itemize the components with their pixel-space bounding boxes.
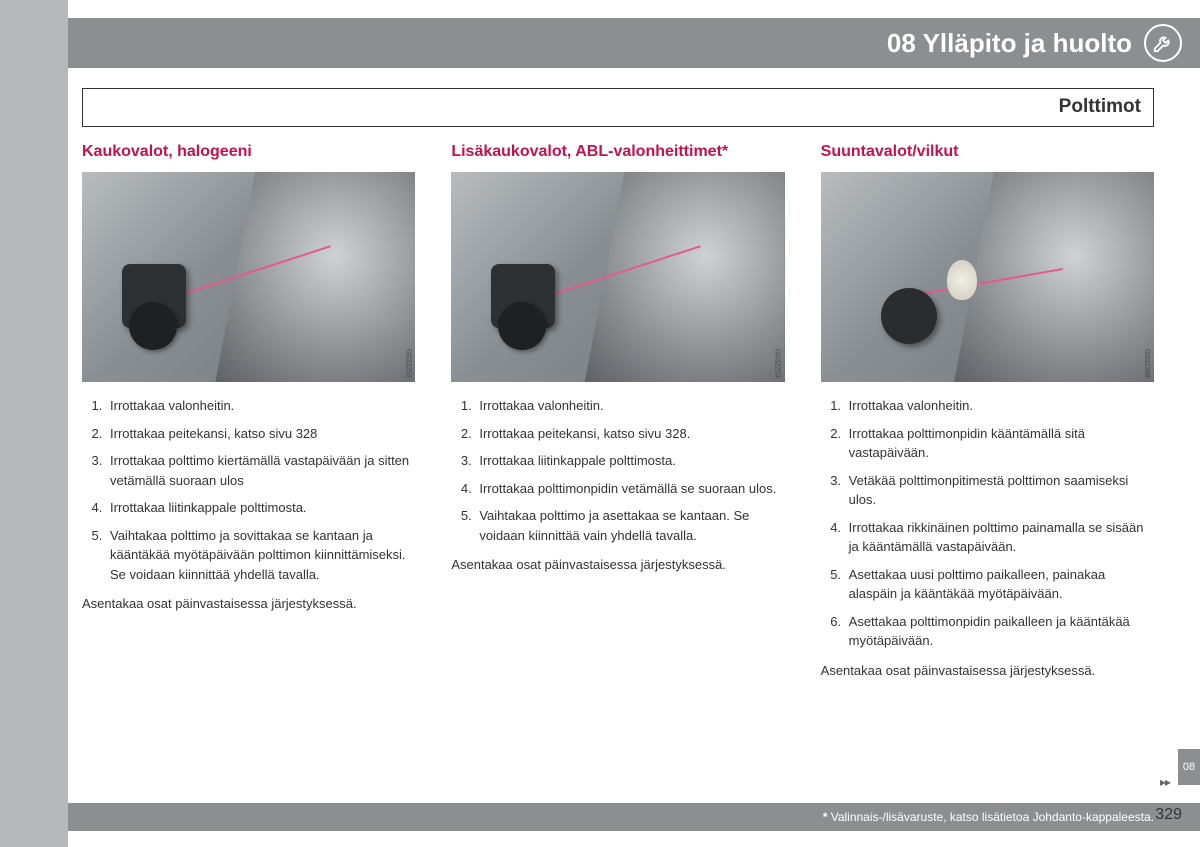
- list-item: Asettakaa polttimonpidin paikalleen ja k…: [845, 612, 1154, 651]
- page-number: 329: [1155, 803, 1182, 827]
- chapter-header-bar: 08 Ylläpito ja huolto: [68, 18, 1200, 68]
- column-3: Suuntavalot/vilkut G032398 Irrottakaa va…: [821, 140, 1154, 680]
- after-text: Asentakaa osat päinvastaisessa järjestyk…: [82, 594, 415, 614]
- list-item: Irrottakaa valonheitin.: [845, 396, 1154, 416]
- content-columns: Kaukovalot, halogeeni G032252 Irrottakaa…: [82, 140, 1154, 680]
- after-text: Asentakaa osat päinvastaisessa järjestyk…: [821, 661, 1154, 681]
- list-item: Irrottakaa liitinkappale polttimosta.: [106, 498, 415, 518]
- figure-turn-signals: G032398: [821, 172, 1154, 382]
- list-item: Irrottakaa valonheitin.: [475, 396, 784, 416]
- footnote-text: Valinnais-/lisävaruste, katso lisätietoa…: [831, 810, 1154, 824]
- steps-list: Irrottakaa valonheitin. Irrottakaa peite…: [451, 396, 784, 545]
- continuation-marker: ▸▸: [1160, 773, 1170, 791]
- side-chapter-tab: 08: [1178, 749, 1200, 785]
- column-title: Suuntavalot/vilkut: [821, 140, 1154, 164]
- section-header-box: Polttimot: [82, 88, 1154, 127]
- figure-extra-high-beam-abl: G032253: [451, 172, 784, 382]
- list-item: Irrottakaa polttimonpidin kääntämällä si…: [845, 424, 1154, 463]
- image-code: G032398: [1140, 349, 1151, 378]
- list-item: Irrottakaa rikkinäinen polttimo painamal…: [845, 518, 1154, 557]
- list-item: Irrottakaa liitinkappale polttimosta.: [475, 451, 784, 471]
- wrench-icon: [1144, 24, 1182, 62]
- footer-bar: * Valinnais-/lisävaruste, katso lisätiet…: [68, 803, 1200, 831]
- column-title: Kaukovalot, halogeeni: [82, 140, 415, 164]
- column-2: Lisäkaukovalot, ABL-valonheittimet* G032…: [451, 140, 784, 680]
- list-item: Irrottakaa polttimo kiertämällä vastapäi…: [106, 451, 415, 490]
- after-text: Asentakaa osat päinvastaisessa järjestyk…: [451, 555, 784, 575]
- list-item: Irrottakaa peitekansi, katso sivu 328.: [475, 424, 784, 444]
- list-item: Vaihtakaa polttimo ja sovittakaa se kant…: [106, 526, 415, 585]
- image-code: G032253: [771, 349, 782, 378]
- column-title: Lisäkaukovalot, ABL-valonheittimet*: [451, 140, 784, 164]
- list-item: Irrottakaa polttimonpidin vetämällä se s…: [475, 479, 784, 499]
- list-item: Irrottakaa valonheitin.: [106, 396, 415, 416]
- asterisk-icon: *: [823, 810, 828, 824]
- list-item: Irrottakaa peitekansi, katso sivu 328: [106, 424, 415, 444]
- footnote: * Valinnais-/lisävaruste, katso lisätiet…: [823, 808, 1154, 826]
- section-title: Polttimot: [1059, 93, 1141, 122]
- image-code: G032252: [402, 349, 413, 378]
- left-margin-strip: [0, 0, 68, 847]
- list-item: Vetäkää polttimonpitimestä polttimon saa…: [845, 471, 1154, 510]
- steps-list: Irrottakaa valonheitin. Irrottakaa peite…: [82, 396, 415, 584]
- list-item: Asettakaa uusi polttimo paikalleen, pain…: [845, 565, 1154, 604]
- chapter-title: 08 Ylläpito ja huolto: [887, 24, 1132, 63]
- steps-list: Irrottakaa valonheitin. Irrottakaa poltt…: [821, 396, 1154, 651]
- figure-high-beam-halogen: G032252: [82, 172, 415, 382]
- column-1: Kaukovalot, halogeeni G032252 Irrottakaa…: [82, 140, 415, 680]
- list-item: Vaihtakaa polttimo ja asettakaa se kanta…: [475, 506, 784, 545]
